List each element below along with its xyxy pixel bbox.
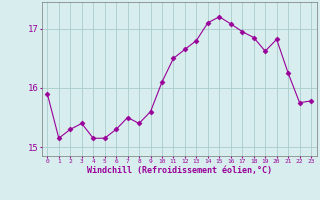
X-axis label: Windchill (Refroidissement éolien,°C): Windchill (Refroidissement éolien,°C) — [87, 166, 272, 175]
